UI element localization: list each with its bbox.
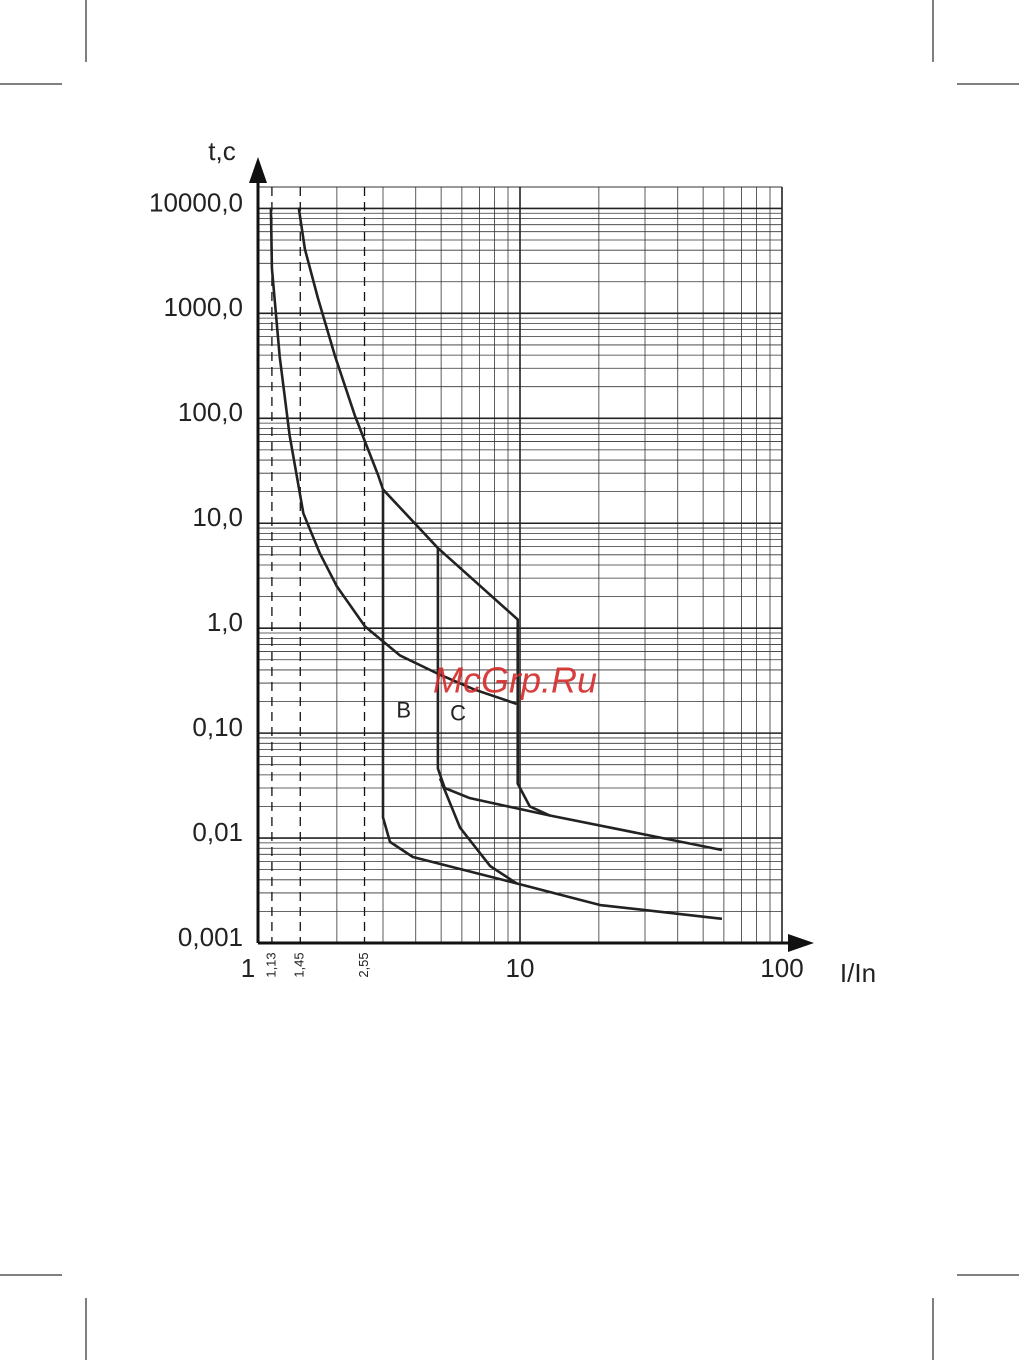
y-tick-label: 0,01 xyxy=(192,817,243,847)
x-axis-title: I/In xyxy=(840,958,876,988)
y-tick-label: 0,001 xyxy=(178,922,243,952)
y-tick-label: 0,10 xyxy=(192,712,243,742)
y-tick-label: 10000,0 xyxy=(149,187,243,217)
y-tick-label: 100,0 xyxy=(178,397,243,427)
y-tick-label: 10,0 xyxy=(192,502,243,532)
reference-label: 1,13 xyxy=(263,952,278,977)
curve xyxy=(438,777,518,885)
x-tick-label: 1 xyxy=(241,953,255,983)
annotation: B xyxy=(396,698,411,723)
y-tick-label: 1000,0 xyxy=(163,292,243,322)
x-tick-label: 100 xyxy=(760,953,803,983)
reference-label: 1,45 xyxy=(292,952,307,977)
annotation: C xyxy=(450,700,466,725)
grid xyxy=(257,186,783,944)
x-axis-arrow xyxy=(788,934,814,952)
curve xyxy=(297,207,723,852)
y-tick-label: 1,0 xyxy=(207,607,243,637)
watermark: McGrp.Ru xyxy=(433,660,597,701)
curve xyxy=(381,489,723,921)
x-tick-label: 10 xyxy=(506,953,535,983)
y-axis-arrow xyxy=(249,157,267,183)
plot xyxy=(269,207,723,921)
y-axis-title: t,c xyxy=(208,136,235,166)
curve xyxy=(269,207,517,706)
reference-label: 2,55 xyxy=(356,952,371,977)
